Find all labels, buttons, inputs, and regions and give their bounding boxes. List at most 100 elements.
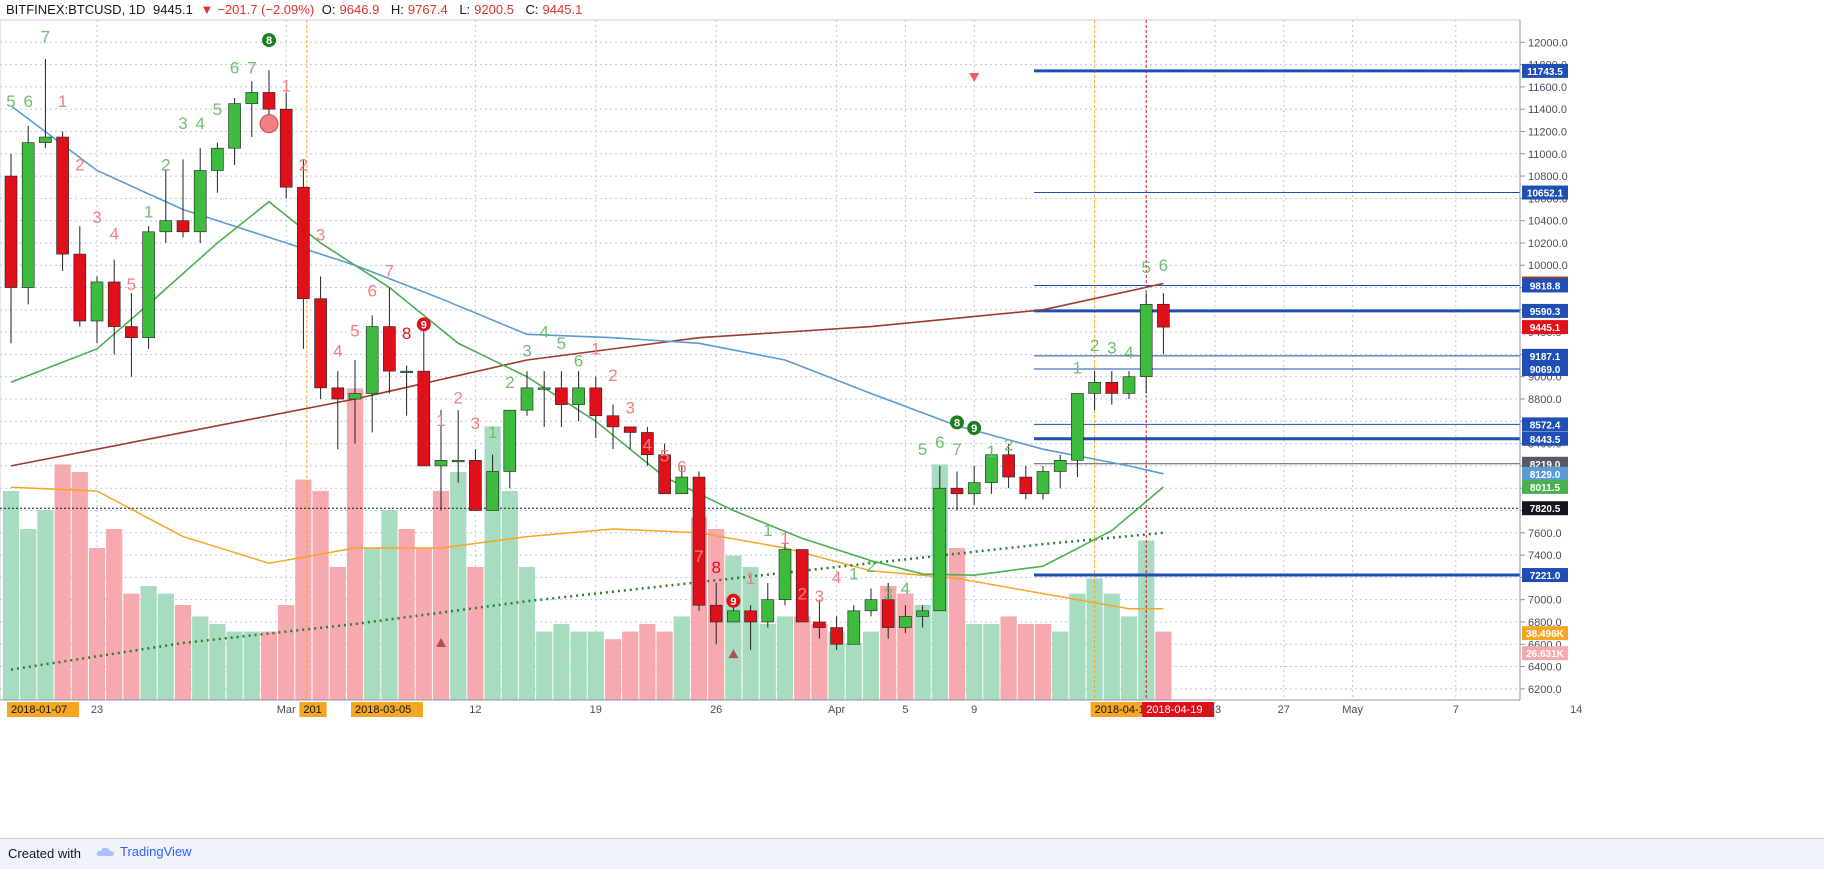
- price-levels: [0, 69, 1520, 577]
- td-count-label: 1: [591, 339, 600, 358]
- candles[interactable]: [4, 59, 1170, 650]
- candle[interactable]: [881, 582, 895, 639]
- price-level-tag: [1522, 431, 1568, 446]
- candle[interactable]: [348, 360, 362, 444]
- candle[interactable]: [4, 153, 18, 344]
- candle[interactable]: [830, 616, 843, 650]
- candle[interactable]: [73, 226, 87, 327]
- candle[interactable]: [90, 276, 104, 344]
- candle[interactable]: [1071, 393, 1084, 478]
- candle[interactable]: [486, 454, 499, 511]
- candle[interactable]: [503, 409, 517, 489]
- triangle-up-marker: [436, 638, 446, 648]
- candle[interactable]: [1139, 293, 1153, 394]
- candle[interactable]: [1088, 371, 1101, 411]
- tradingview-brand: TradingView: [120, 844, 192, 859]
- td-badge-circle: [726, 593, 741, 608]
- candle[interactable]: [985, 449, 998, 494]
- volume-bar: [794, 616, 811, 700]
- td-count-label: 3: [178, 114, 187, 133]
- candle[interactable]: [451, 410, 465, 483]
- candle[interactable]: [606, 404, 620, 450]
- candle-body-up: [451, 460, 465, 463]
- candle[interactable]: [864, 588, 878, 617]
- candle[interactable]: [572, 371, 585, 422]
- candle[interactable]: [245, 81, 259, 138]
- candle[interactable]: [1002, 443, 1015, 489]
- candle[interactable]: [1036, 465, 1050, 500]
- candle[interactable]: [555, 371, 568, 427]
- td-count-label: 3: [92, 208, 101, 227]
- candle[interactable]: [589, 376, 603, 439]
- candle-body-up: [520, 387, 534, 411]
- candle[interactable]: [142, 226, 155, 349]
- axis-background: [1520, 20, 1824, 720]
- candle[interactable]: [623, 426, 637, 450]
- candle[interactable]: [899, 605, 912, 634]
- candle[interactable]: [125, 293, 138, 377]
- candle[interactable]: [1019, 465, 1033, 500]
- candle[interactable]: [262, 70, 276, 121]
- price-level-tag: [1522, 278, 1568, 293]
- candle[interactable]: [916, 605, 929, 628]
- candle[interactable]: [967, 465, 981, 505]
- candle[interactable]: [950, 471, 964, 511]
- candle[interactable]: [383, 287, 396, 394]
- candle[interactable]: [39, 59, 52, 149]
- candle[interactable]: [847, 605, 861, 645]
- candle[interactable]: [1105, 371, 1119, 405]
- candle[interactable]: [778, 543, 792, 606]
- candle[interactable]: [331, 371, 345, 450]
- candle[interactable]: [107, 259, 121, 355]
- candle[interactable]: [159, 170, 173, 243]
- candle[interactable]: [400, 365, 413, 416]
- candle[interactable]: [21, 125, 35, 305]
- candle[interactable]: [279, 92, 293, 199]
- tradingview-link[interactable]: TradingView: [96, 844, 192, 859]
- volume-bar: [1069, 593, 1086, 700]
- volume-bar: [346, 388, 364, 700]
- candle[interactable]: [469, 449, 482, 511]
- candle-body-down: [744, 610, 757, 623]
- candle[interactable]: [675, 465, 689, 495]
- time-axis[interactable]: 2018-01-07 23 Mar 201 2018-03-05 12 19 26 Apr 5 9 2…: [0, 699, 1582, 717]
- candle[interactable]: [692, 471, 706, 611]
- candle[interactable]: [211, 142, 224, 193]
- candle[interactable]: [761, 582, 775, 628]
- candle[interactable]: [658, 443, 671, 495]
- candle[interactable]: [744, 605, 757, 650]
- candle[interactable]: [417, 320, 431, 467]
- td-count-label: 5: [1141, 258, 1150, 277]
- price-axis[interactable]: 12000.011800.011600.011400.011200.011000…: [1519, 20, 1824, 720]
- candle[interactable]: [520, 371, 534, 416]
- volume-bar: [88, 548, 106, 700]
- volume-tag-label: 38.496K: [1526, 629, 1565, 640]
- candle-body-up: [348, 393, 362, 400]
- candle[interactable]: [709, 582, 723, 645]
- candle-body-up: [365, 326, 379, 394]
- candle[interactable]: [537, 371, 551, 427]
- x-tick-label: Mar: [277, 704, 296, 716]
- candle[interactable]: [193, 148, 207, 243]
- td-count-label: 5: [6, 92, 15, 111]
- candle-body-down: [56, 136, 69, 255]
- candle[interactable]: [933, 465, 947, 612]
- candle[interactable]: [365, 315, 379, 433]
- candle[interactable]: [176, 159, 190, 238]
- candle-body-up: [142, 231, 155, 339]
- candle[interactable]: [1053, 454, 1067, 489]
- candle[interactable]: [1157, 293, 1170, 355]
- candle[interactable]: [813, 599, 826, 639]
- candle[interactable]: [1122, 371, 1136, 400]
- candle[interactable]: [56, 131, 69, 271]
- price-level-tag-label: 9818.8: [1530, 281, 1561, 292]
- candle[interactable]: [434, 410, 448, 511]
- candle[interactable]: [314, 276, 327, 400]
- candle[interactable]: [641, 426, 654, 466]
- candle[interactable]: [297, 159, 310, 349]
- candle[interactable]: [228, 98, 241, 165]
- candle[interactable]: [795, 549, 809, 623]
- candle-body-down: [1157, 303, 1170, 328]
- volume-bar: [501, 491, 518, 700]
